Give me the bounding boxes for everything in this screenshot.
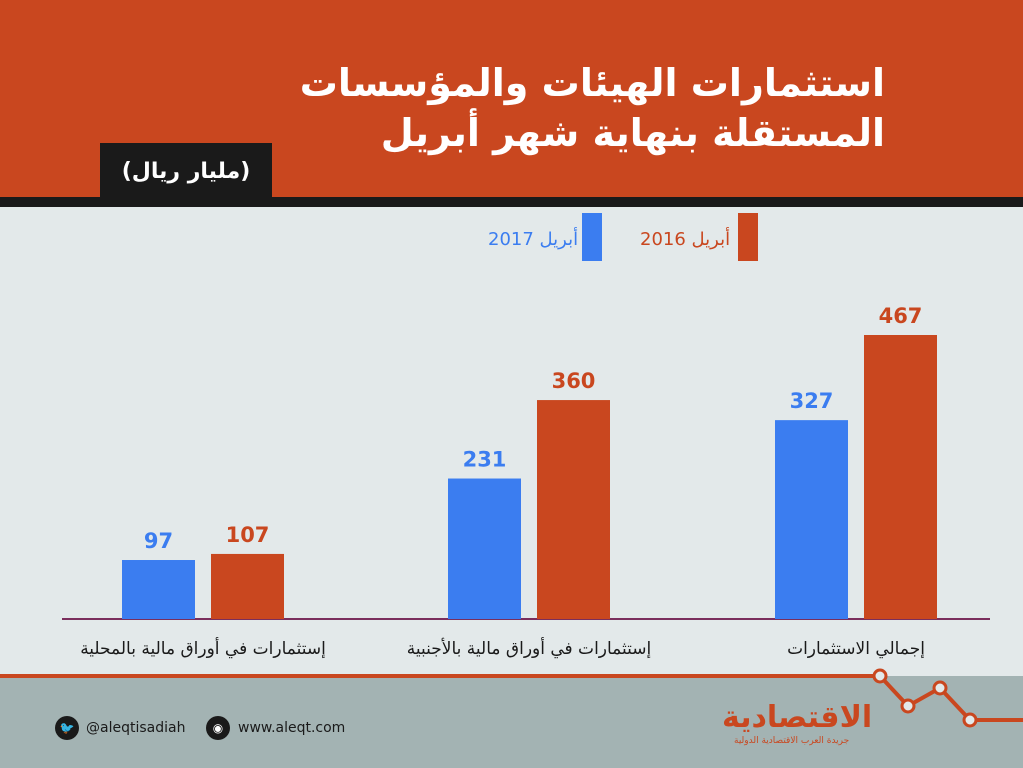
twitter-icon[interactable]: 🐦 (55, 716, 79, 740)
trend-dot (932, 680, 948, 696)
footer (0, 676, 1023, 768)
bar-2016 (537, 400, 610, 619)
category-label: إستثمارات في أوراق مالية بالأجنبية (407, 637, 651, 659)
logo-tagline: جريدة العرب الاقتصادية الدولية (734, 736, 850, 746)
trend-dot (872, 668, 888, 684)
data-label: 327 (790, 389, 834, 413)
trend-dot (900, 698, 916, 714)
data-label: 97 (144, 529, 173, 553)
website-link[interactable]: www.aleqt.com (238, 720, 346, 736)
bar-2017 (448, 478, 521, 619)
title-line-2: المستقلة بنهاية شهر أبريل (380, 111, 885, 155)
unit-label: (مليار ريال) (100, 143, 272, 199)
legend-label-2017: أبريل 2017 (488, 229, 579, 250)
website-icon[interactable]: ◉ (206, 716, 230, 740)
logo: الاقتصادية (722, 700, 873, 735)
title-line-1: استثمارات الهيئات والمؤسسات (299, 61, 885, 105)
bar-2016 (211, 553, 284, 619)
category-label: إستثمارات في أوراق مالية بالمحلية (80, 637, 326, 659)
legend-swatch-2017 (582, 213, 602, 261)
data-label: 107 (226, 523, 270, 547)
category-label: إجمالي الاستثمارات (787, 639, 925, 659)
legend-label-2016: أبريل 2016 (640, 229, 731, 250)
chart-title: استثمارات الهيئات والمؤسسات المستقلة بنه… (300, 58, 885, 158)
bar-2017 (122, 560, 195, 619)
trend-dot (962, 712, 978, 728)
data-label: 360 (552, 369, 596, 393)
twitter-handle[interactable]: @aleqtisadiah (86, 720, 186, 736)
data-label: 231 (463, 448, 507, 472)
bar-2017 (775, 420, 848, 619)
data-label: 467 (879, 304, 923, 328)
trend-decoration (0, 674, 1023, 722)
header-divider (0, 197, 1023, 207)
bar-2016 (864, 335, 937, 619)
legend-swatch-2016 (738, 213, 758, 261)
